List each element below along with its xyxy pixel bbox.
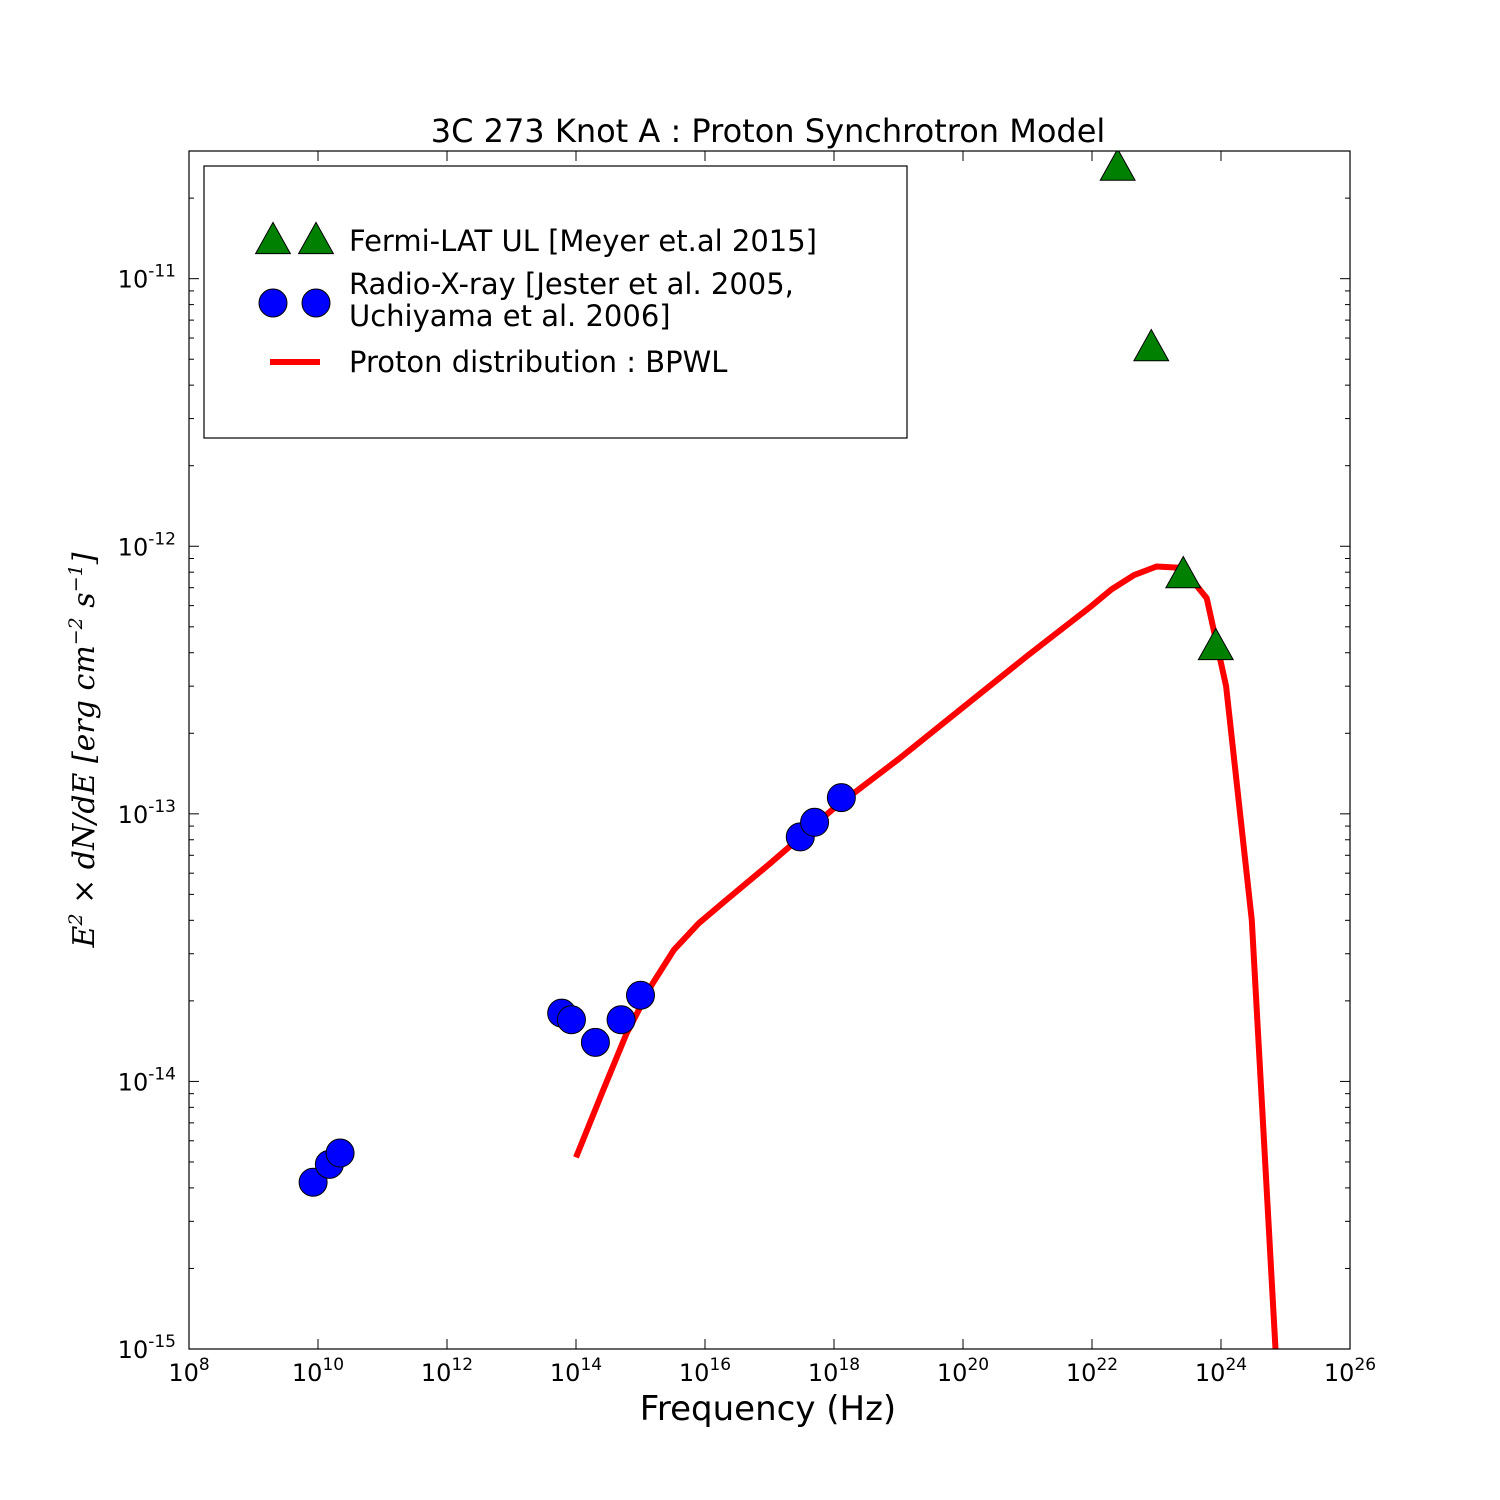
data-point-circle — [325, 1138, 355, 1168]
data-point-circle — [606, 1005, 636, 1035]
data-point-circle — [580, 1027, 610, 1057]
data-point-circle — [556, 1005, 586, 1035]
legend-label: Fermi-LAT UL [Meyer et.al 2015] — [349, 224, 817, 258]
x-tick-label: 1024 — [1195, 1355, 1247, 1387]
x-tick-label: 1010 — [292, 1355, 344, 1387]
x-tick-label: 1018 — [808, 1355, 860, 1387]
y-tick-label: 10-14 — [118, 1064, 176, 1096]
x-tick-label: 1016 — [679, 1355, 731, 1387]
legend-label: Proton distribution : BPWL — [349, 345, 727, 379]
series-layer — [298, 151, 1279, 1349]
svg-text:E2 × dN/dE [erg cm−2 s−1]: E2 × dN/dE [erg cm−2 s−1] — [65, 552, 102, 948]
legend-marker-triangle — [254, 221, 292, 255]
data-point-circle — [826, 783, 856, 813]
x-tick-label: 1014 — [550, 1355, 602, 1387]
data-point-triangle — [1197, 627, 1235, 661]
legend: Fermi-LAT UL [Meyer et.al 2015] Radio-X-r… — [203, 165, 908, 439]
legend-marker-triangle — [297, 221, 335, 255]
legend-label: Uchiyama et al. 2006] — [349, 299, 671, 333]
x-axis-label: Frequency (Hz) — [640, 1389, 896, 1429]
y-tick-label: 10-11 — [118, 262, 176, 294]
legend-marker-circle — [258, 288, 288, 318]
y-tick-labels: 10-15 10-14 10-13 10-12 10-11 — [118, 262, 176, 1364]
x-tick-label: 1020 — [937, 1355, 989, 1387]
legend-label: Radio-X-ray [Jester et al. 2005, — [349, 267, 794, 301]
x-tick-labels: 108 1010 1012 1014 1016 1018 1020 1022 1024 1026 — [168, 1355, 1376, 1387]
data-point-triangle — [1099, 151, 1136, 181]
y-tick-label: 10-15 — [118, 1332, 176, 1364]
legend-marker-circle — [301, 288, 331, 318]
y-axis-label: E2 × dN/dE [erg cm−2 s−1] — [65, 552, 102, 948]
x-tick-label: 1012 — [421, 1355, 473, 1387]
data-point-triangle — [1133, 328, 1170, 362]
x-tick-label: 1026 — [1324, 1355, 1376, 1387]
data-point-circle — [626, 980, 655, 1010]
data-point-circle — [800, 807, 830, 837]
y-tick-label: 10-12 — [118, 529, 176, 561]
y-tick-label: 10-13 — [118, 797, 176, 829]
x-tick-label: 1022 — [1066, 1355, 1118, 1387]
data-point-triangle — [1165, 555, 1202, 589]
plot-frame — [188, 150, 1351, 1350]
x-tick-label: 108 — [168, 1355, 209, 1387]
chart-title: 3C 273 Knot A : Proton Synchrotron Model — [431, 112, 1106, 150]
